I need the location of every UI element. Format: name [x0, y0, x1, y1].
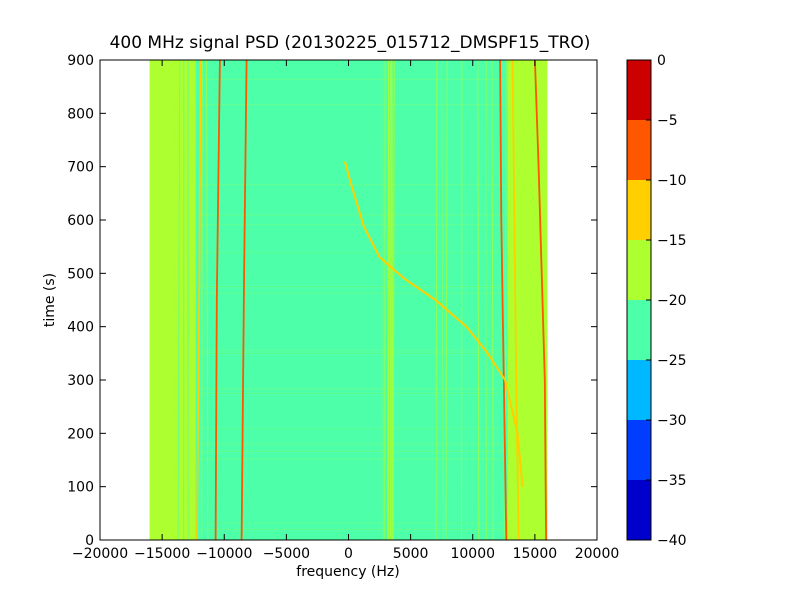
- carrier-trace-5: [196, 59, 202, 541]
- colorbar-tick-label: −15: [657, 233, 687, 249]
- y-tick-label: 800: [67, 106, 94, 122]
- colorbar-segment: [627, 300, 651, 360]
- heatmap-layer: [149, 59, 548, 541]
- heatmap-striation: [207, 59, 211, 541]
- heatmap-striation: [173, 59, 176, 541]
- y-tick-label: 0: [85, 533, 94, 549]
- heatmap-striation: [432, 59, 436, 541]
- colorbar-tick-label: −10: [657, 173, 687, 189]
- y-tick-label: 900: [67, 53, 94, 69]
- x-tick-label: 20000: [575, 546, 620, 562]
- heatmap-striation: [387, 59, 390, 541]
- colorbar-segment: [627, 360, 651, 420]
- colorbar-tick-label: −20: [657, 293, 687, 309]
- x-tick-label: 5000: [393, 546, 429, 562]
- spectrogram-plot: −20000 −15000 −10000 −5000 0 5000 10000 15000 20…: [67, 53, 619, 562]
- colorbar-segment: [627, 240, 651, 300]
- heatmap-striation: [185, 59, 188, 541]
- colorbar-tick-label: −25: [657, 353, 687, 369]
- heatmap-striation: [463, 59, 465, 541]
- heatmap-striation: [201, 59, 203, 541]
- heatmap-striation: [211, 59, 215, 541]
- heatmap-striation: [206, 59, 209, 541]
- heatmap-striation: [246, 59, 249, 541]
- x-axis-ticks: −20000 −15000 −10000 −5000 0 5000 10000 15000 20…: [72, 60, 619, 562]
- x-tick-label: −15000: [134, 546, 190, 562]
- heatmap-striation: [496, 59, 500, 541]
- colorbar: −40 −35 −30 −25 −20 −15 −10 −5 0: [626, 53, 687, 549]
- colorbar-tick-label: −35: [657, 473, 687, 489]
- y-axis-label: time (s): [42, 273, 58, 327]
- y-tick-label: 400: [67, 320, 94, 336]
- x-axis-label: frequency (Hz): [296, 564, 399, 580]
- heatmap-striation: [491, 59, 494, 541]
- colorbar-segment: [627, 60, 651, 120]
- x-tick-label: −10000: [196, 546, 252, 562]
- heatmap-striation: [177, 59, 181, 541]
- colorbar-tick-label: −40: [657, 533, 687, 549]
- signal-traces: [196, 59, 547, 541]
- heatmap-striation: [391, 59, 394, 541]
- heatmap-striation: [424, 59, 426, 541]
- heatmap-striation: [442, 59, 445, 541]
- doppler-trace-6: [343, 161, 524, 487]
- heatmap-striation: [238, 59, 241, 541]
- y-tick-label: 600: [67, 213, 94, 229]
- colorbar-segment: [627, 180, 651, 240]
- heatmap-striation: [383, 59, 386, 541]
- x-tick-label: −20000: [72, 546, 128, 562]
- colorbar-segment: [627, 480, 651, 540]
- y-axis-ticks: 0 100 200 300 400 500 600 700 800 900: [67, 53, 597, 549]
- heatmap-striation: [484, 59, 488, 541]
- colorbar-tick-label: 0: [657, 53, 666, 69]
- heatmap-striation: [477, 59, 480, 541]
- carrier-trace-2: [499, 59, 508, 541]
- heatmap-striation: [445, 59, 448, 541]
- y-tick-label: 500: [67, 266, 94, 282]
- heatmap-striation: [210, 59, 214, 541]
- x-tick-label: 10000: [450, 546, 495, 562]
- colorbar-tick-label: −5: [657, 113, 678, 129]
- heatmap-striation: [229, 59, 232, 541]
- heatmap-striation: [219, 59, 222, 541]
- y-tick-label: 200: [67, 426, 94, 442]
- carrier-trace-1: [214, 59, 221, 541]
- y-tick-label: 700: [67, 160, 94, 176]
- heatmap-striation: [220, 59, 224, 541]
- y-tick-label: 300: [67, 373, 94, 389]
- colorbar-tick-label: −30: [657, 413, 687, 429]
- colorbar-segment: [627, 420, 651, 480]
- x-tick-label: 15000: [513, 546, 558, 562]
- heatmap-striation: [202, 59, 206, 541]
- colorbar-segment: [627, 120, 651, 180]
- heatmap-striation: [440, 59, 443, 541]
- carrier-trace-4: [511, 59, 520, 541]
- carrier-trace-0: [240, 59, 248, 541]
- x-tick-label: 0: [344, 546, 353, 562]
- y-tick-label: 100: [67, 480, 94, 496]
- chart-title: 400 MHz signal PSD (20130225_015712_DMSP…: [110, 33, 591, 53]
- x-tick-label: −5000: [263, 546, 310, 562]
- carrier-trace-3: [534, 59, 547, 541]
